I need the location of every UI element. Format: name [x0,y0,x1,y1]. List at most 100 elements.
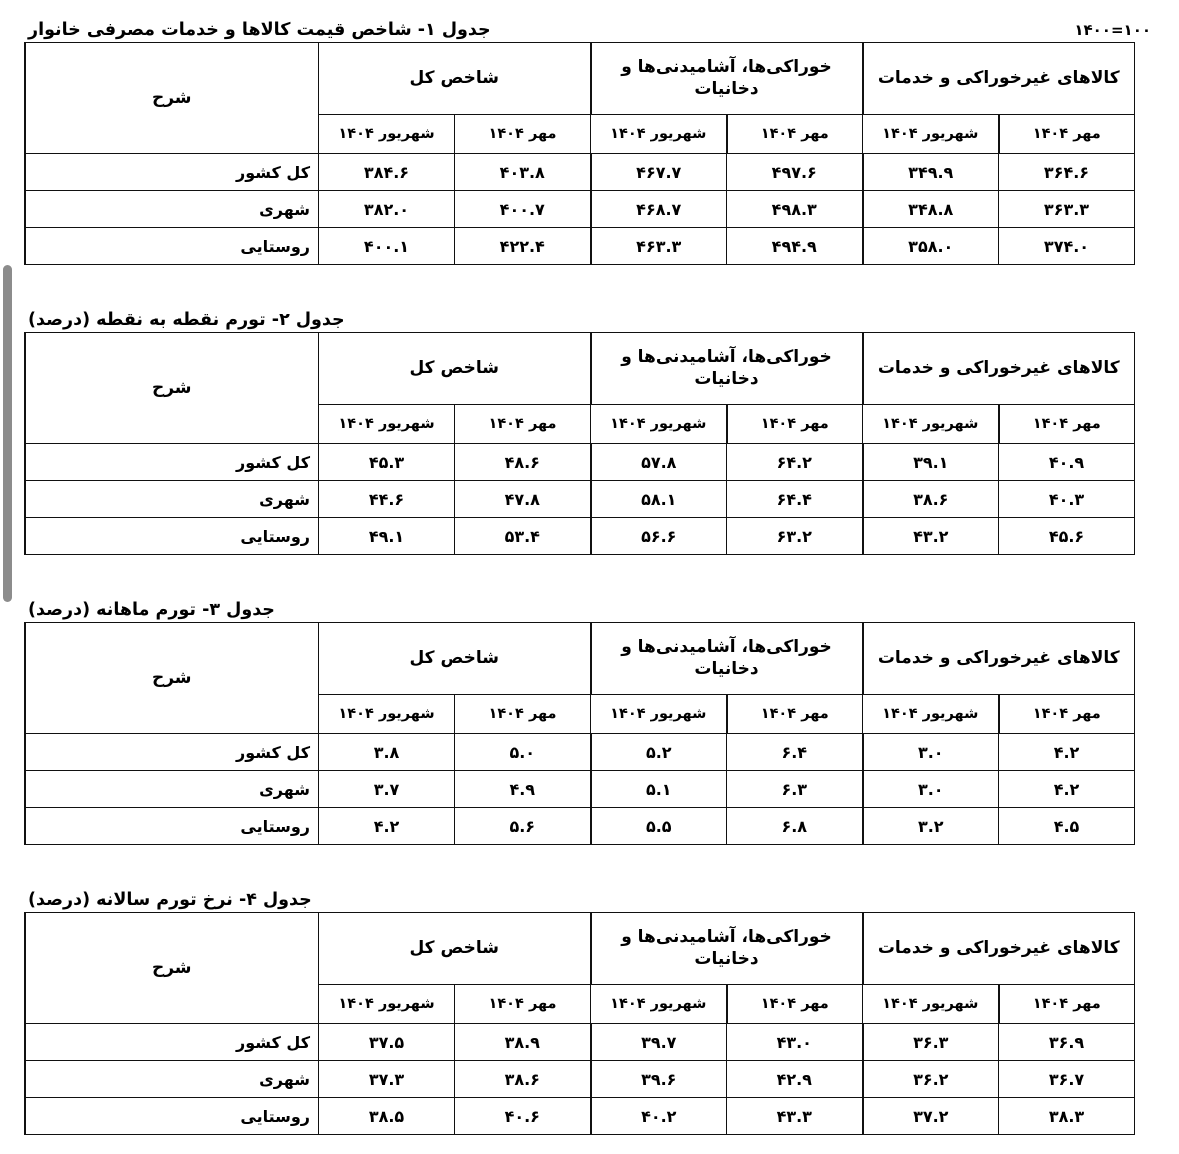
data-cell: ۴۳.۰ [726,1023,863,1061]
data-cell: ۳۸.۳ [998,1097,1135,1135]
data-cell: ۴۲۲.۴ [454,227,591,265]
data-cell: ۳۸.۹ [454,1023,591,1061]
month-header-total-index-previous: شهریور ۱۴۰۴ [318,694,455,734]
group-header-food-beverages-tobacco: خوراکی‌ها، آشامیدنی‌ها و دخانیات [589,331,863,406]
data-cell: ۴۰.۲ [589,1097,727,1135]
data-cell: ۴۸.۶ [454,443,591,481]
row-label: روستایی [23,517,319,555]
table-block-1: ۱۴۰۰=۱۰۰ جدول ۱- شاخص قیمت کالاها و خدمات… [0,8,1179,265]
data-cell: ۴۰.۶ [454,1097,591,1135]
description-column-header: شرح [23,42,319,154]
data-cell: ۴۲.۹ [726,1060,863,1098]
group-header-row: کالاهای غیرخوراکی و خدمات خوراکی‌ها، آشام… [23,911,1135,1024]
row-label: روستایی [23,807,319,845]
month-header-non-food-services-previous: شهریور ۱۴۰۴ [862,694,999,734]
data-cell: ۶۴.۲ [726,443,863,481]
data-cell: ۳۹.۶ [589,1060,727,1098]
base-year-note: ۱۴۰۰=۱۰۰ [1074,21,1151,39]
row-label: روستایی [23,227,319,265]
group-header-row: کالاهای غیرخوراکی و خدمات خوراکی‌ها، آشام… [23,331,1135,444]
data-cell: ۴۹۷.۶ [726,153,863,191]
data-cell: ۶.۴ [726,733,863,771]
data-cell: ۴۳.۲ [861,517,999,555]
row-label: شهری [23,190,319,228]
data-cell: ۳۸.۵ [318,1097,455,1135]
data-cell: ۳۶۳.۳ [998,190,1135,228]
month-header-non-food-services-current: مهر ۱۴۰۴ [997,984,1135,1024]
table-block-2: جدول ۲- تورم نقطه به نقطه (درصد) کالاهای … [0,298,1179,555]
table-row: ۳۶.۷ ۳۶.۲ ۴۲.۹ ۳۹.۶ ۳۸.۶ ۳۷.۳ شهری [23,1060,1135,1098]
data-cell: ۳۶.۳ [861,1023,999,1061]
table-title: جدول ۱- شاخص قیمت کالاها و خدمات مصرفی خ… [28,19,491,40]
data-cell: ۳۸.۶ [454,1060,591,1098]
month-header-total-index-current: مهر ۱۴۰۴ [454,404,591,444]
group-header-non-food-services: کالاهای غیرخوراکی و خدمات [861,911,1135,986]
data-cell: ۵.۰ [454,733,591,771]
data-cell: ۳۶.۲ [861,1060,999,1098]
data-cell: ۴۷.۸ [454,480,591,518]
data-cell: ۳۹.۱ [861,443,999,481]
data-cell: ۵۸.۱ [589,480,727,518]
table-caption-row: جدول ۲- تورم نقطه به نقطه (درصد) [0,298,1179,332]
month-header-non-food-services-previous: شهریور ۱۴۰۴ [862,404,999,444]
month-header-non-food-services-previous: شهریور ۱۴۰۴ [862,984,999,1024]
table-row: ۴.۵ ۳.۲ ۶.۸ ۵.۵ ۵.۶ ۴.۲ روستایی [23,807,1135,845]
description-column-header: شرح [23,622,319,734]
month-header-total-index-previous: شهریور ۱۴۰۴ [318,114,455,154]
data-cell: ۳.۰ [861,733,999,771]
data-cell: ۴۴.۶ [318,480,455,518]
data-cell: ۵.۵ [589,807,727,845]
data-cell: ۳۶.۷ [998,1060,1135,1098]
row-label: روستایی [23,1097,319,1135]
cpi-table-4: کالاهای غیرخوراکی و خدمات خوراکی‌ها، آشام… [23,911,1135,1135]
group-header-total-index: شاخص کل [318,911,591,986]
table-row: ۳۶۴.۶ ۳۴۹.۹ ۴۹۷.۶ ۴۶۷.۷ ۴۰۳.۸ ۳۸۴.۶ کل کشور [23,153,1135,191]
group-header-total-index: شاخص کل [318,331,591,406]
vertical-scrollbar[interactable] [0,0,16,1154]
data-cell: ۴۰۰.۱ [318,227,455,265]
month-header-non-food-services-previous: شهریور ۱۴۰۴ [862,114,999,154]
cpi-table-1: کالاهای غیرخوراکی و خدمات خوراکی‌ها، آشام… [23,41,1135,265]
data-cell: ۴۶۸.۷ [589,190,727,228]
row-label: کل کشور [23,1023,319,1061]
data-cell: ۴۶۷.۷ [589,153,727,191]
data-cell: ۳۷.۲ [861,1097,999,1135]
data-cell: ۴۵.۶ [998,517,1135,555]
group-header-row: کالاهای غیرخوراکی و خدمات خوراکی‌ها، آشام… [23,41,1135,154]
data-cell: ۴۰۳.۸ [454,153,591,191]
data-cell: ۶.۳ [726,770,863,808]
month-header-food-beverages-tobacco-previous: شهریور ۱۴۰۴ [590,114,727,154]
row-label: شهری [23,770,319,808]
description-column-header: شرح [23,912,319,1024]
table-title: جدول ۲- تورم نقطه به نقطه (درصد) [28,309,345,330]
scrollbar-thumb[interactable] [3,265,12,602]
table-caption-row: ۱۴۰۰=۱۰۰ جدول ۱- شاخص قیمت کالاها و خدمات… [0,8,1179,42]
description-column-header: شرح [23,332,319,444]
data-cell: ۴.۹ [454,770,591,808]
table-row: ۳۷۴.۰ ۳۵۸.۰ ۴۹۴.۹ ۴۶۳.۳ ۴۲۲.۴ ۴۰۰.۱ روستایی [23,227,1135,265]
month-header-total-index-previous: شهریور ۱۴۰۴ [318,404,455,444]
data-cell: ۴.۲ [318,807,455,845]
data-cell: ۵۶.۶ [589,517,727,555]
month-header-food-beverages-tobacco-previous: شهریور ۱۴۰۴ [590,694,727,734]
table-row: ۴.۲ ۳.۰ ۶.۴ ۵.۲ ۵.۰ ۳.۸ کل کشور [23,733,1135,771]
data-cell: ۴۳.۳ [726,1097,863,1135]
table-row: ۴۰.۳ ۳۸.۶ ۶۴.۴ ۵۸.۱ ۴۷.۸ ۴۴.۶ شهری [23,480,1135,518]
month-header-non-food-services-current: مهر ۱۴۰۴ [997,694,1135,734]
cpi-table-2: کالاهای غیرخوراکی و خدمات خوراکی‌ها، آشام… [23,331,1135,555]
group-header-non-food-services: کالاهای غیرخوراکی و خدمات [861,331,1135,406]
table-title: جدول ۳- تورم ماهانه (درصد) [28,599,275,620]
month-header-food-beverages-tobacco-previous: شهریور ۱۴۰۴ [590,404,727,444]
data-cell: ۳۹.۷ [589,1023,727,1061]
data-cell: ۳.۰ [861,770,999,808]
data-cell: ۳.۷ [318,770,455,808]
data-cell: ۳.۲ [861,807,999,845]
month-header-row: مهر ۱۴۰۴ شهریور ۱۴۰۴ مهر ۱۴۰۴ شهریور ۱۴۰۴ مه… [25,984,1135,1024]
month-header-food-beverages-tobacco-previous: شهریور ۱۴۰۴ [590,984,727,1024]
group-header-total-index: شاخص کل [318,621,591,696]
data-cell: ۶۴.۴ [726,480,863,518]
month-header-non-food-services-current: مهر ۱۴۰۴ [997,404,1135,444]
table-row: ۴.۲ ۳.۰ ۶.۳ ۵.۱ ۴.۹ ۳.۷ شهری [23,770,1135,808]
month-header-food-beverages-tobacco-current: مهر ۱۴۰۴ [725,694,863,734]
